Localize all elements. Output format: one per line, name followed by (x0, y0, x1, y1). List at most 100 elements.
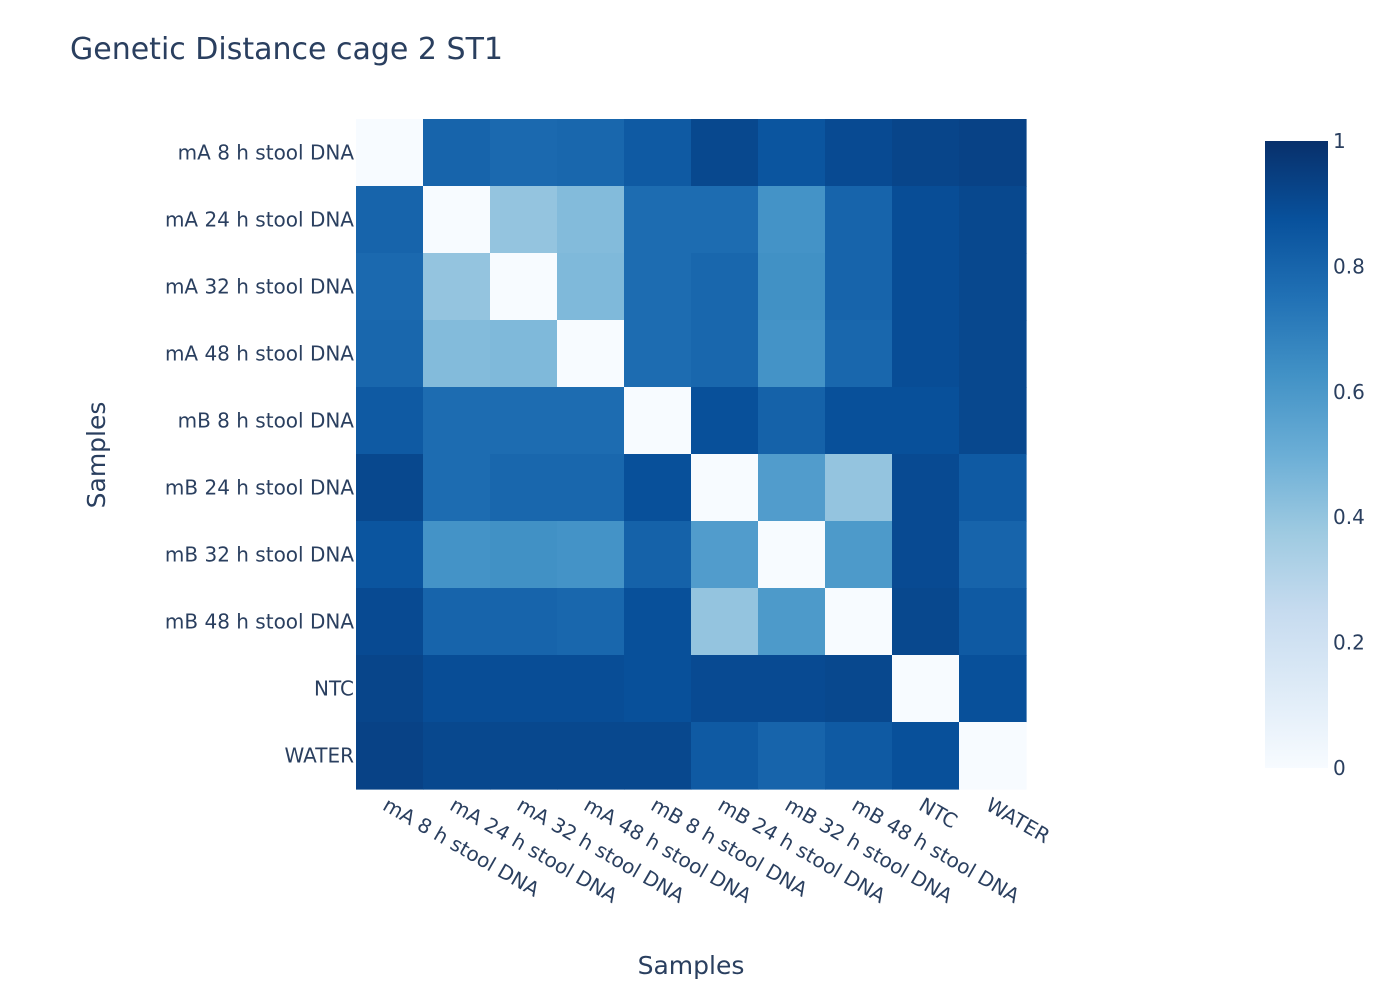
heatmap-cell (691, 186, 759, 254)
heatmap-cell (557, 655, 625, 723)
y-tick-label: mA 8 h stool DNA (178, 141, 355, 165)
heatmap-cell (423, 454, 491, 522)
heatmap-cell (557, 320, 625, 388)
heatmap-cell (691, 521, 759, 589)
heatmap-cell (490, 320, 558, 388)
heatmap-cell (691, 655, 759, 723)
heatmap-cell (892, 521, 960, 589)
heatmap-cell (691, 722, 759, 790)
heatmap-cell (624, 253, 692, 321)
heatmap-cell (356, 253, 424, 321)
colorbar-tick-labels: 0 0.2 0.4 0.6 0.8 1 (1333, 129, 1365, 780)
heatmap-cell (758, 454, 826, 522)
heatmap-cell (691, 320, 759, 388)
y-tick-label: mB 8 h stool DNA (178, 409, 355, 433)
x-tick-label: WATER (982, 793, 1054, 849)
heatmap-cell (356, 387, 424, 455)
heatmap-cell (557, 387, 625, 455)
colorbar (1265, 141, 1328, 768)
heatmap-cell (892, 454, 960, 522)
heatmap-cell (758, 722, 826, 790)
heatmap-cell (624, 655, 692, 723)
heatmap-cell (490, 253, 558, 321)
heatmap-cell (892, 320, 960, 388)
heatmap-cell (423, 387, 491, 455)
y-tick-label: NTC (314, 677, 354, 701)
heatmap-cell (758, 320, 826, 388)
heatmap-cell (624, 320, 692, 388)
heatmap-cell (557, 588, 625, 656)
heatmap-cell (825, 253, 893, 321)
heatmap-cell (423, 722, 491, 790)
y-tick-label: mA 48 h stool DNA (165, 342, 354, 366)
heatmap-cell (624, 119, 692, 187)
heatmap-cell (624, 387, 692, 455)
heatmap-cell (959, 521, 1027, 589)
y-axis-title: Samples (82, 402, 111, 509)
heatmap-cell (423, 119, 491, 187)
y-tick-label: mB 24 h stool DNA (165, 476, 354, 500)
heatmap-cell (825, 320, 893, 388)
heatmap-cell (892, 387, 960, 455)
heatmap-cell (825, 387, 893, 455)
heatmap-cell (892, 253, 960, 321)
y-tick-label: mA 24 h stool DNA (165, 208, 354, 232)
heatmap-cell (490, 655, 558, 723)
heatmap-cell (825, 521, 893, 589)
heatmap-cell (758, 655, 826, 723)
heatmap-cell (758, 588, 826, 656)
heatmap-cell (423, 320, 491, 388)
heatmap-cell (356, 588, 424, 656)
heatmap-cell (423, 588, 491, 656)
heatmap-cell (624, 588, 692, 656)
heatmap-cell (624, 454, 692, 522)
heatmap-cell (490, 387, 558, 455)
y-tick-label: WATER (284, 744, 354, 768)
heatmap-cell (758, 119, 826, 187)
heatmap-cell (959, 387, 1027, 455)
heatmap-cell (557, 521, 625, 589)
heatmap-cell (892, 186, 960, 254)
heatmap-cell (490, 722, 558, 790)
heatmap-cell (959, 119, 1027, 187)
x-axis-title: Samples (638, 951, 745, 980)
heatmap-cell (356, 454, 424, 522)
heatmap-cell (758, 521, 826, 589)
heatmap-cell (423, 253, 491, 321)
colorbar-tick-label: 0.2 (1333, 631, 1365, 655)
heatmap-cell (356, 119, 424, 187)
heatmap-cell (892, 588, 960, 656)
y-tick-label: mB 48 h stool DNA (165, 610, 354, 634)
heatmap-cell (959, 320, 1027, 388)
colorbar-tick-label: 1 (1333, 129, 1346, 153)
heatmap-cell (758, 186, 826, 254)
heatmap-cell (356, 655, 424, 723)
colorbar-tick-label: 0.6 (1333, 380, 1365, 404)
heatmap-cell (557, 186, 625, 254)
heatmap-cell (490, 588, 558, 656)
heatmap-cell (557, 722, 625, 790)
y-tick-label: mA 32 h stool DNA (165, 275, 354, 299)
heatmap-cell (557, 253, 625, 321)
heatmap-cell (490, 454, 558, 522)
colorbar-tick-label: 0.8 (1333, 254, 1365, 278)
heatmap-cell (825, 454, 893, 522)
heatmap-cell (959, 454, 1027, 522)
heatmap-cell (691, 253, 759, 321)
heatmap-cell (825, 588, 893, 656)
heatmap-cell (825, 655, 893, 723)
heatmap-cell (490, 186, 558, 254)
heatmap-cell (356, 186, 424, 254)
heatmap-cell (691, 119, 759, 187)
heatmap-cell (825, 119, 893, 187)
heatmap-cell (959, 655, 1027, 723)
heatmap-cell (691, 454, 759, 522)
y-tick-label: mB 32 h stool DNA (165, 543, 354, 567)
heatmap-cell (892, 119, 960, 187)
heatmap-cell (490, 521, 558, 589)
heatmap-cell (490, 119, 558, 187)
heatmap-cell (758, 387, 826, 455)
heatmap-cell (691, 387, 759, 455)
